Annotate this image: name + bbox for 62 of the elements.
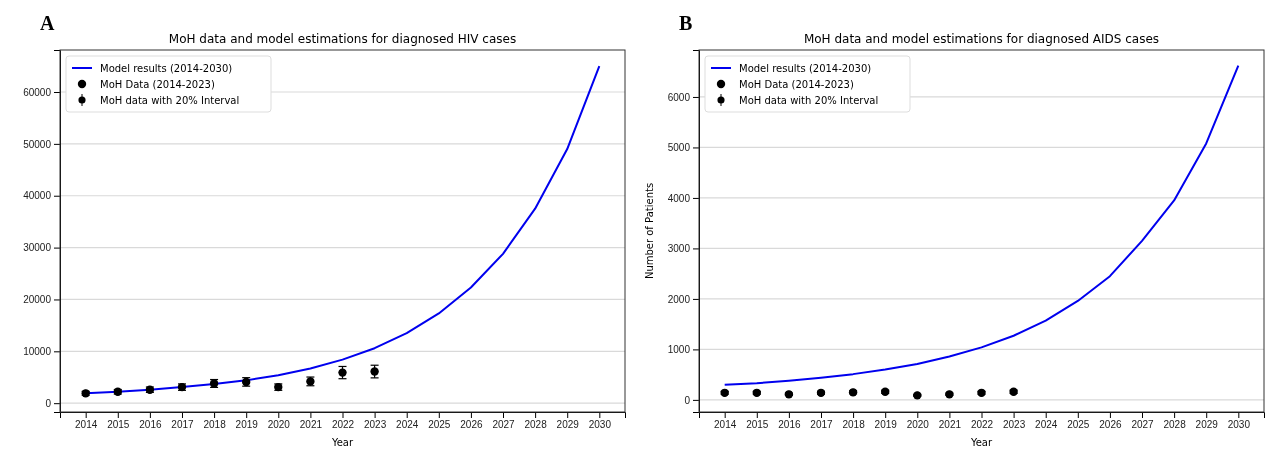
x-tick-label: 2014 — [714, 419, 737, 431]
y-tick-label: 30000 — [23, 242, 52, 254]
y-axis-title: Number of Patients — [644, 182, 655, 280]
x-tick-label: 2027 — [492, 419, 516, 431]
y-tick-label: 0 — [45, 397, 52, 409]
y-tick-label: 2000 — [667, 293, 691, 305]
x-tick-label: 2028 — [524, 419, 548, 431]
y-tick-label: 20000 — [23, 294, 52, 306]
y-tick-label: 50000 — [23, 138, 52, 150]
y-tick-label: 40000 — [23, 190, 52, 202]
legend-label: MoH data with 20% Interval — [739, 95, 879, 106]
x-tick-label: 2022 — [970, 419, 994, 431]
legend-label: MoH Data (2014-2023) — [739, 79, 854, 90]
legend-label: MoH Data (2014-2023) — [100, 79, 215, 90]
x-tick-label: 2019 — [874, 419, 898, 431]
legend-label: Model results (2014-2030) — [739, 63, 872, 74]
y-tick-label: 0 — [684, 394, 691, 406]
x-tick-label: 2017 — [810, 419, 834, 431]
x-tick-label: 2015 — [107, 419, 130, 431]
x-tick-label: 2014 — [75, 419, 98, 431]
x-tick-label: 2018 — [842, 419, 866, 431]
x-tick-label: 2015 — [746, 419, 769, 431]
x-tick-label: 2016 — [139, 419, 162, 431]
x-tick-label: 2030 — [1227, 419, 1251, 431]
x-tick-label: 2029 — [556, 419, 580, 431]
x-tick-label: 2024 — [396, 419, 419, 431]
x-tick-label: 2028 — [1163, 419, 1187, 431]
legend-label: Model results (2014-2030) — [100, 63, 233, 74]
x-tick-label: 2021 — [299, 419, 323, 431]
y-tick-label: 10000 — [23, 346, 52, 358]
x-tick-label: 2026 — [460, 419, 483, 431]
x-tick-label: 2020 — [906, 419, 930, 431]
y-tick-label: 4000 — [667, 192, 691, 204]
x-tick-label: 2025 — [428, 419, 451, 431]
y-tick-label: 60000 — [23, 86, 52, 98]
x-tick-label: 2029 — [1195, 419, 1219, 431]
x-tick-label: 2016 — [778, 419, 801, 431]
text: A — [40, 12, 55, 34]
line-series — [723, 64, 1240, 386]
y-tick-label: 6000 — [667, 91, 691, 103]
y-tick-label: 3000 — [667, 243, 691, 255]
x-tick-label: 2024 — [1035, 419, 1058, 431]
x-tick-label: 2027 — [1131, 419, 1155, 431]
legend-label: MoH data with 20% Interval — [100, 95, 240, 106]
x-tick-label: 2019 — [235, 419, 259, 431]
x-tick-label: 2022 — [331, 419, 355, 431]
text: B — [679, 12, 693, 34]
x-axis-title: Year — [969, 437, 993, 448]
x-tick-label: 2023 — [1002, 419, 1026, 431]
x-tick-label: 2025 — [1067, 419, 1090, 431]
x-tick-label: 2017 — [171, 419, 195, 431]
y-tick-label: 1000 — [667, 344, 691, 356]
x-axis-title: Year — [330, 437, 354, 448]
x-tick-label: 2023 — [363, 419, 387, 431]
chart-title: MoH data and model estimations for diagnosed AIDS cases — [803, 32, 1160, 46]
x-tick-label: 2026 — [1099, 419, 1122, 431]
x-tick-label: 2018 — [203, 419, 227, 431]
y-tick-label: 5000 — [667, 142, 691, 154]
x-tick-label: 2030 — [588, 419, 612, 431]
chart-title: MoH data and model estimations for diagnosed HIV cases — [168, 32, 517, 46]
x-tick-label: 2020 — [267, 419, 291, 431]
x-tick-label: 2021 — [938, 419, 962, 431]
